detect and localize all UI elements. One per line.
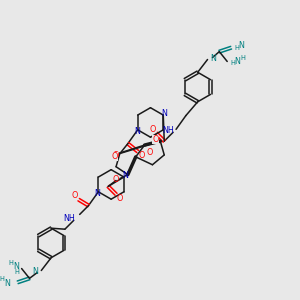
Text: O: O [152,135,159,144]
Text: NH: NH [63,214,75,223]
Text: O: O [113,151,119,160]
Text: N: N [94,189,100,198]
Text: N: N [13,262,19,271]
Text: H: H [230,60,235,66]
Text: O: O [138,151,145,160]
Text: O: O [72,191,78,200]
Text: N: N [4,279,10,288]
Text: O: O [117,194,123,203]
Text: H: H [14,269,19,275]
Text: O: O [149,125,156,134]
Text: N: N [32,267,38,276]
Text: O: O [147,148,153,158]
Text: O: O [112,152,118,161]
Text: N: N [122,171,128,180]
Text: N: N [161,109,167,118]
Text: N: N [211,54,216,63]
Text: NH: NH [162,126,174,135]
Text: H: H [0,276,4,282]
Text: H: H [240,55,245,61]
Text: N: N [134,127,140,136]
Text: O: O [113,175,119,184]
Text: H: H [8,260,13,266]
Text: H: H [234,45,239,51]
Text: N: N [234,57,240,66]
Text: N: N [238,41,244,50]
